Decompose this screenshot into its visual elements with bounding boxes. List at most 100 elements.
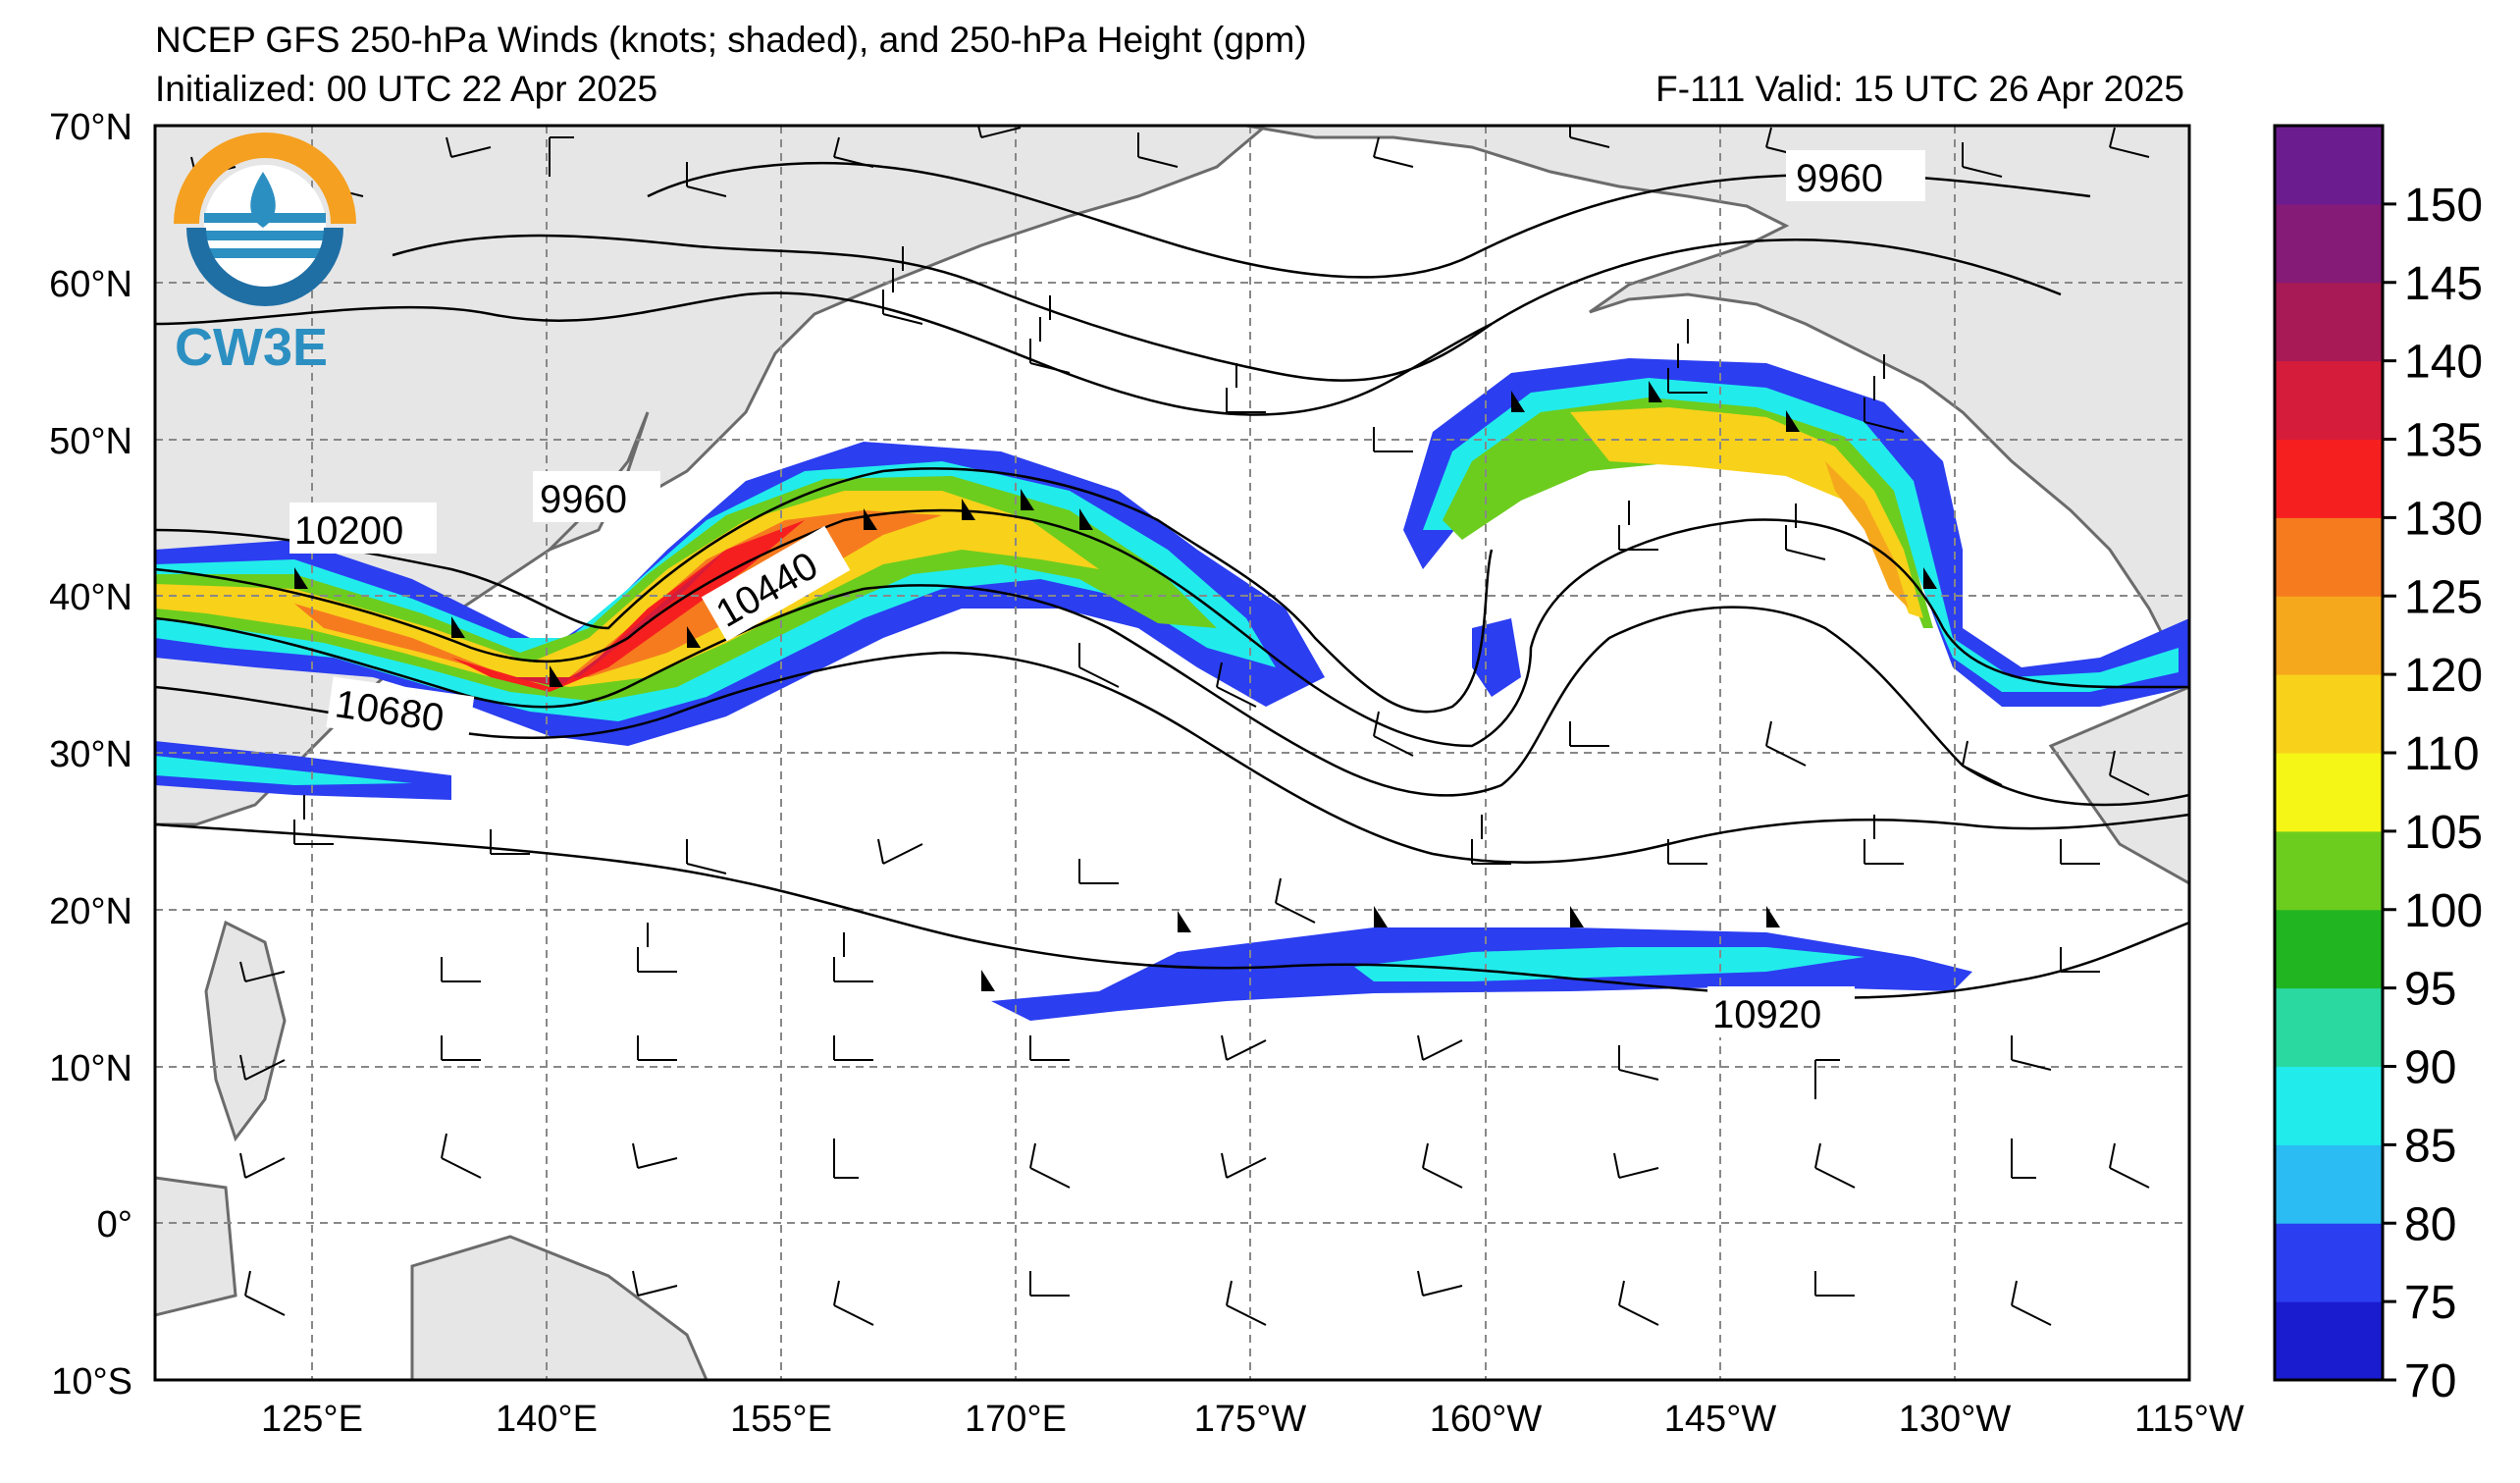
colorbar-swatch xyxy=(2275,282,2383,362)
contour-line xyxy=(392,234,2062,382)
colorbar: 70 75 80 85 90 95 100 105 110 120 125 130 135 140 145 1… xyxy=(2273,124,2483,1407)
colorbar-label: 145 xyxy=(2404,258,2483,310)
colorbar-label: 105 xyxy=(2404,807,2483,859)
wind-barb xyxy=(976,126,1022,138)
wind-barb xyxy=(239,1152,286,1179)
wind-pennant xyxy=(1766,906,1780,927)
lon-label: 140°E xyxy=(496,1399,598,1440)
new-guinea-land xyxy=(410,1235,709,1380)
wind-barb xyxy=(686,839,727,874)
wind-barb xyxy=(1029,1035,1070,1061)
jet-east-yellow xyxy=(1570,407,1923,618)
colorbar-swatch xyxy=(2275,360,2383,440)
wind-barb xyxy=(1275,877,1316,924)
wind-barb xyxy=(1667,839,1707,865)
contour-line xyxy=(155,822,2189,999)
valid-time: F-111 Valid: 15 UTC 26 Apr 2025 xyxy=(1655,69,2184,109)
wind-barb xyxy=(877,838,923,865)
colorbar-swatch xyxy=(2275,439,2383,518)
contour-line xyxy=(155,291,1493,416)
wind-barb xyxy=(1814,1271,1855,1297)
contour-line xyxy=(155,508,2189,748)
wind-barb xyxy=(632,1142,678,1169)
wind-barb xyxy=(2109,127,2150,158)
wind-pennant xyxy=(1649,381,1662,402)
lon-axis: 125°E 140°E 155°E 170°E 175°W 160°W 145°… xyxy=(261,1399,2244,1440)
lat-label: 40°N xyxy=(49,577,132,618)
lon-label: 170°E xyxy=(965,1399,1067,1440)
lon-label: 130°W xyxy=(1899,1399,2012,1440)
wind-barb xyxy=(833,1139,859,1179)
wind-barb xyxy=(441,957,481,982)
wind-pennant xyxy=(1923,567,1937,589)
wind-barb xyxy=(1226,1280,1267,1326)
alaska-land xyxy=(1245,126,2189,688)
wind-pennant xyxy=(687,626,701,648)
logo-text: CW3E xyxy=(175,318,328,377)
north-america-land xyxy=(2048,685,2189,885)
wind-barb xyxy=(1569,126,1610,148)
lon-label: 175°W xyxy=(1194,1399,1307,1440)
wind-barb xyxy=(2011,1139,2036,1179)
wind-barb xyxy=(244,1270,286,1316)
wind-barbs xyxy=(190,126,2150,1326)
colorbar-label: 125 xyxy=(2404,571,2483,623)
lat-label: 70°N xyxy=(49,107,132,148)
wind-barb xyxy=(1216,662,1257,708)
wind-barb xyxy=(1613,1152,1659,1179)
jet-east-small xyxy=(1472,618,1521,697)
wind-barb xyxy=(1417,1270,1463,1297)
wind-barb xyxy=(833,932,873,982)
colorbar-swatch xyxy=(2275,126,2383,205)
wind-barb xyxy=(1618,1045,1659,1081)
colorbar-label: 80 xyxy=(2404,1198,2456,1250)
colorbar-label: 110 xyxy=(2404,728,2480,780)
contour-line xyxy=(155,651,2189,864)
wind-pennant xyxy=(1511,391,1525,412)
contour-label-group: 9960 9960 10200 10440 10680 10920 xyxy=(289,150,1925,1037)
wind-barb xyxy=(1864,815,1904,865)
wind-barb xyxy=(1422,1142,1463,1189)
wind-barb xyxy=(833,1280,874,1326)
wind-barb xyxy=(632,1270,678,1297)
wind-barb xyxy=(1785,503,1826,560)
wind-barb xyxy=(1029,295,1071,374)
wind-pennant xyxy=(1178,911,1191,932)
colorbar-label: 70 xyxy=(2404,1355,2456,1407)
lon-label: 145°W xyxy=(1664,1399,1777,1440)
colorbar-swatch xyxy=(2275,674,2383,754)
colorbar-swatch xyxy=(2275,909,2383,989)
wind-pennant xyxy=(550,665,563,687)
colorbar-label: 140 xyxy=(2404,337,2483,389)
lat-label: 10°N xyxy=(49,1048,132,1089)
colorbar-label: 95 xyxy=(2404,964,2456,1016)
colorbar-label: 85 xyxy=(2404,1120,2456,1172)
colorbar-label: 90 xyxy=(2404,1042,2456,1094)
wind-barb xyxy=(2011,1280,2052,1326)
map-title: NCEP GFS 250-hPa Winds (knots; shaded), … xyxy=(155,20,1307,60)
lat-label: 20°N xyxy=(49,891,132,932)
wind-barb xyxy=(1221,1152,1267,1179)
wind-pennant xyxy=(451,616,465,638)
graticule xyxy=(155,126,2189,1380)
wind-barb xyxy=(1618,1280,1659,1326)
wind-barb xyxy=(637,1035,677,1061)
wind-barb xyxy=(1221,1034,1267,1061)
lat-label: 30°N xyxy=(49,734,132,775)
wind-barb xyxy=(1962,740,2003,786)
contour-label: 10200 xyxy=(294,509,403,553)
lat-label: 10°S xyxy=(51,1361,132,1403)
wind-barb xyxy=(2109,750,2150,796)
colorbar-swatch xyxy=(2275,596,2383,675)
lat-label: 60°N xyxy=(49,264,132,305)
wind-barb xyxy=(833,136,874,168)
wind-barb xyxy=(1373,711,1414,757)
wind-barb xyxy=(1814,1142,1856,1189)
wind-barb xyxy=(1078,643,1120,688)
wind-barb xyxy=(446,136,492,158)
wind-barb xyxy=(1137,132,1179,168)
jet-tropical-cyan xyxy=(1354,947,1864,981)
colorbar-label: 150 xyxy=(2404,180,2483,232)
colorbar-swatch xyxy=(2275,1301,2383,1381)
wind-barb xyxy=(549,136,574,177)
